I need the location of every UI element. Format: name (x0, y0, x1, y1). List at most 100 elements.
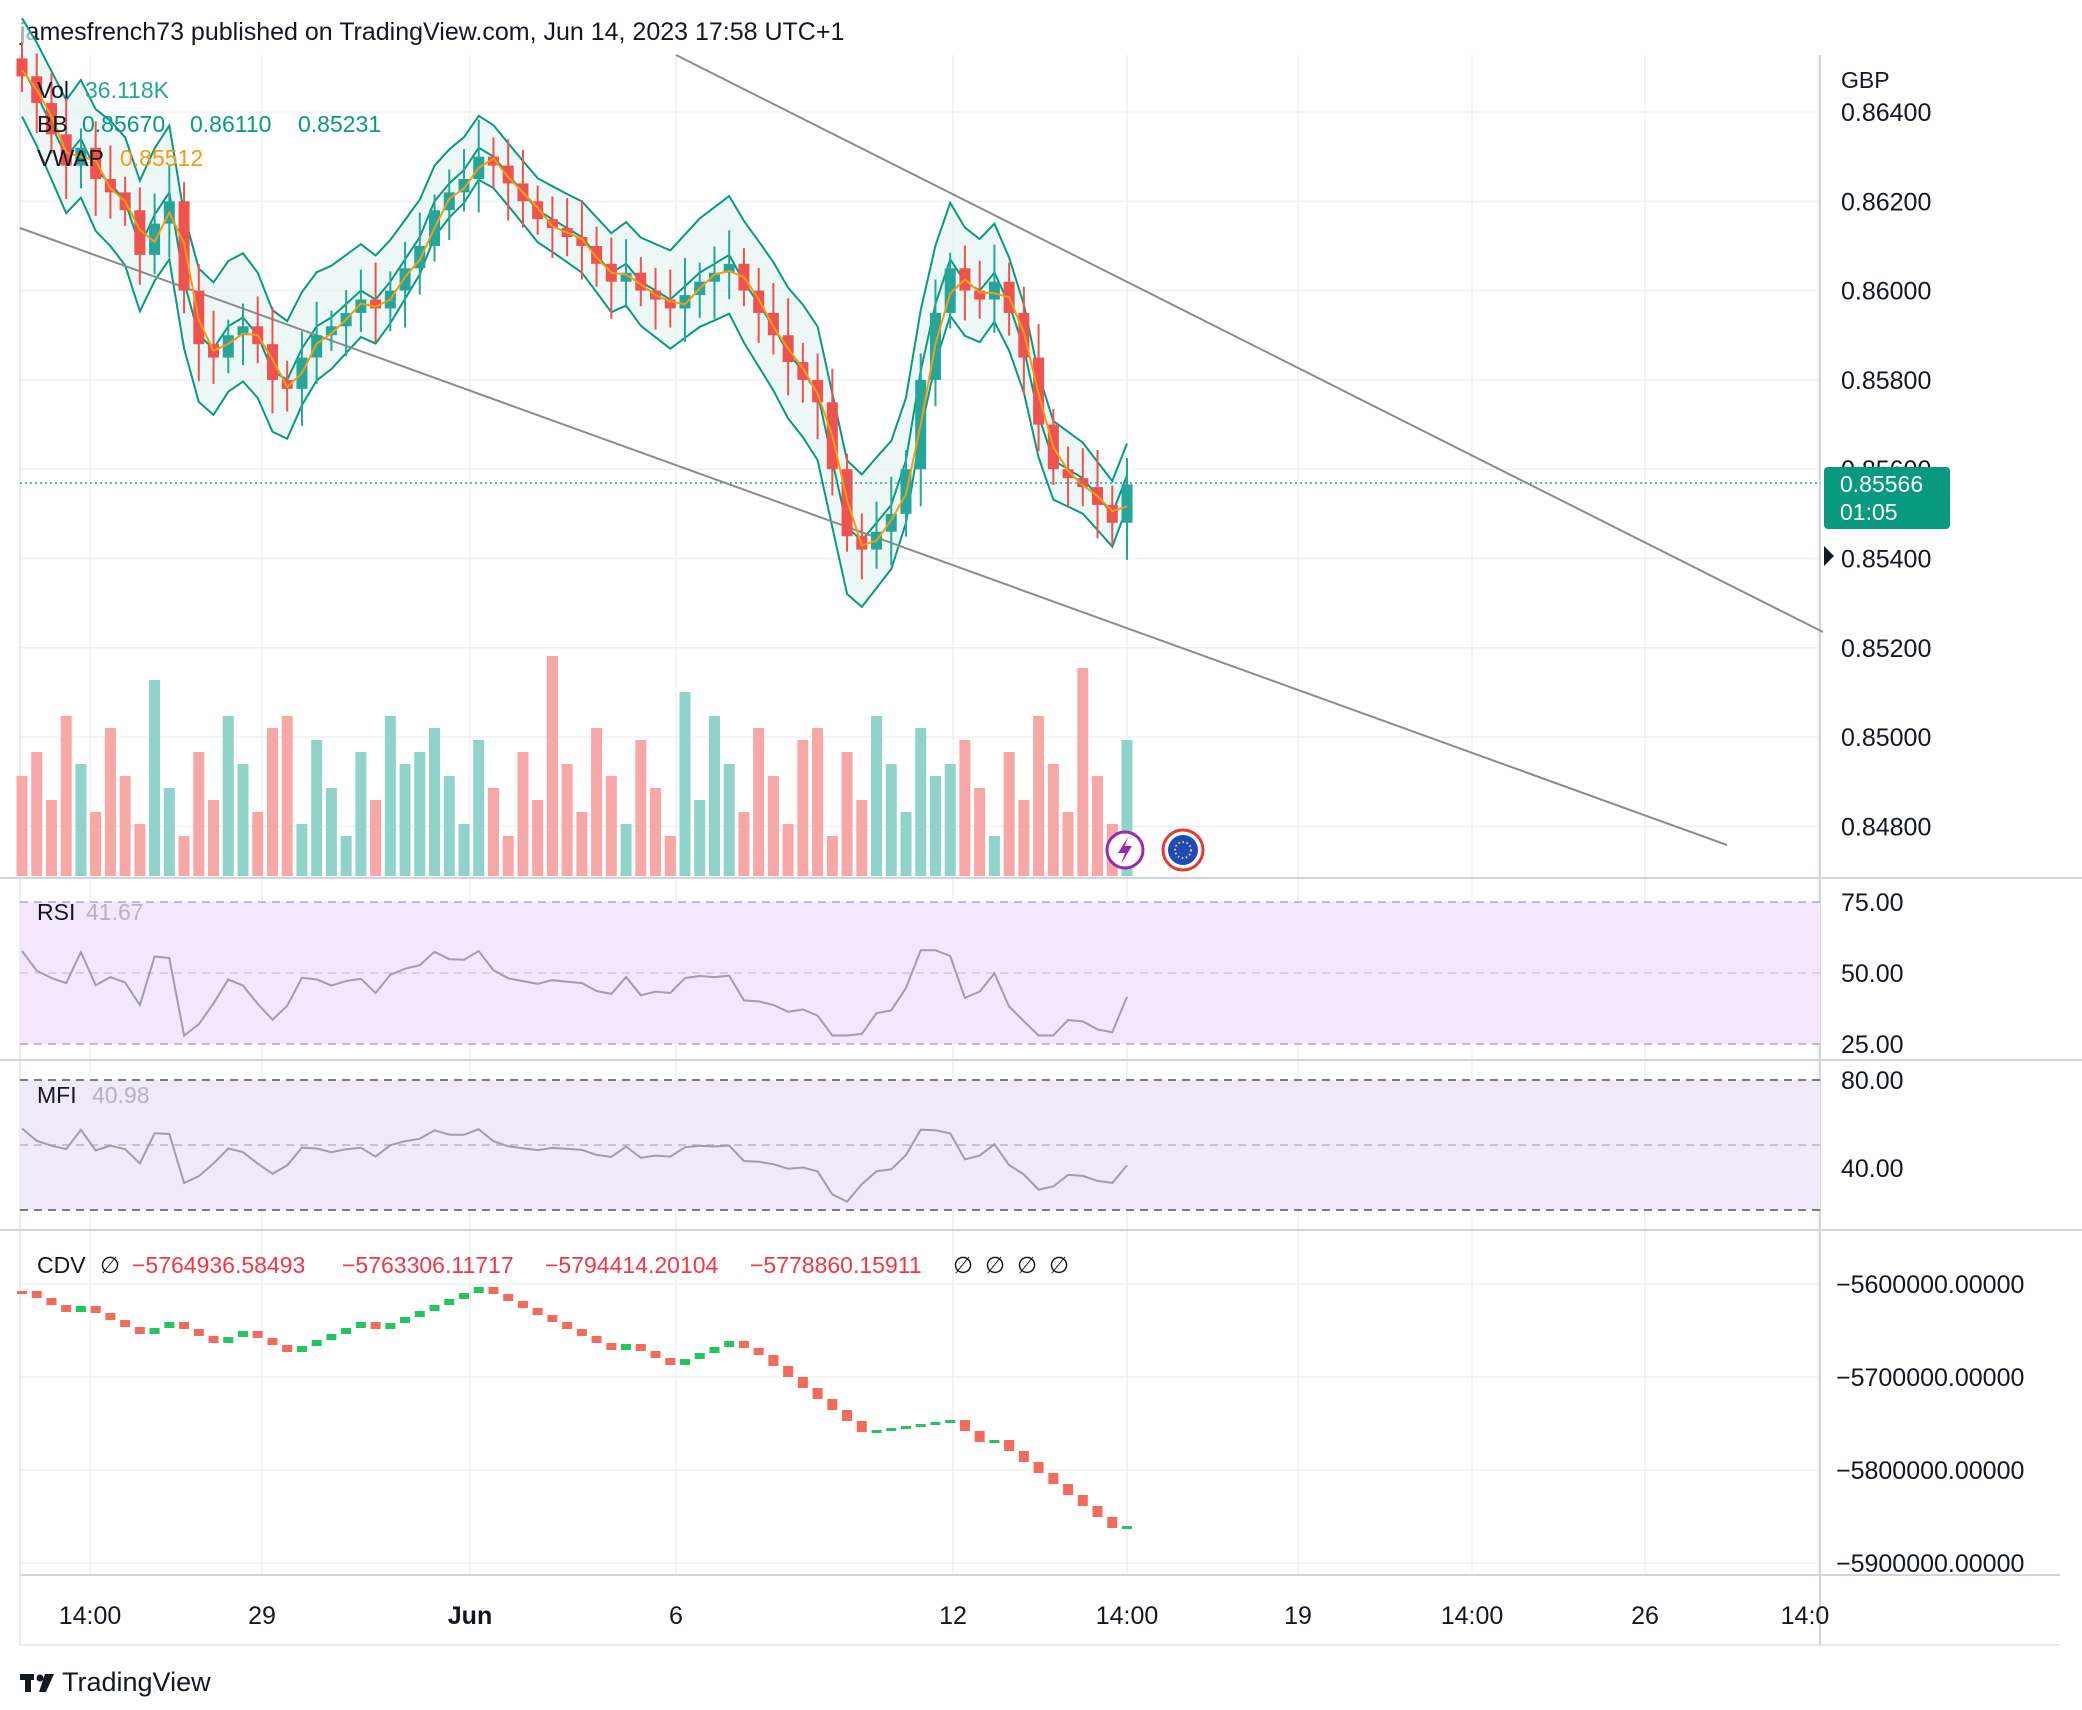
volume-bar (119, 776, 131, 876)
legend-vol[interactable]: Vol 36.118K (37, 77, 170, 103)
price-tick-label: 0.85400 (1841, 546, 1931, 574)
volume-bar (90, 812, 102, 876)
cdv-candle (1018, 1451, 1029, 1462)
time-tick-label: 26 (1631, 1602, 1659, 1630)
cdv-candle (1048, 1473, 1059, 1484)
candle-body (576, 237, 588, 246)
cdv-candle (532, 1308, 543, 1315)
legend-vwap-value: 0.85512 (120, 145, 203, 171)
candle-body (502, 165, 514, 184)
candle-body (635, 272, 647, 291)
cdv-candle (503, 1294, 514, 1301)
eu-flag-icon[interactable] (1161, 828, 1205, 872)
mfi-axis[interactable]: 80.00 40.00 (1841, 1067, 1904, 1183)
volume-bar (723, 764, 735, 876)
cdv-candle (444, 1299, 455, 1305)
cdv-candle (488, 1287, 499, 1294)
time-tick-label: 14:00 (59, 1602, 122, 1630)
volume-bar (1018, 800, 1030, 876)
volume-bar (31, 752, 43, 876)
legend-cdv-v8: ∅ (1049, 1252, 1069, 1278)
legend-bb-v2: 0.86110 (190, 111, 271, 137)
candle-body (944, 268, 956, 313)
time-tick-label: 14:00 (1441, 1602, 1504, 1630)
volume-bar (1062, 812, 1074, 876)
time-tick-label: 29 (248, 1602, 276, 1630)
candle-body (753, 290, 765, 313)
volume-bar (325, 788, 337, 876)
volume-bar (708, 716, 720, 876)
cdv-candle (1077, 1495, 1088, 1506)
legend-bb[interactable]: BB 0.85670 0.86110 0.85231 (37, 111, 381, 137)
cdv-candle (915, 1424, 926, 1427)
rsi-tick-label: 50.00 (1841, 960, 1904, 988)
currency-label: GBP (1841, 67, 1890, 93)
candle-body (237, 326, 249, 336)
last-price-value: 0.85566 (1840, 471, 1923, 497)
bollinger-upper (21, 17, 1128, 484)
cdv-candle (842, 1410, 853, 1421)
volume-bar (281, 716, 293, 876)
cdv-candle (797, 1377, 808, 1388)
legend-mfi[interactable]: MFI 40.98 (37, 1082, 150, 1108)
cdv-candle (252, 1331, 263, 1338)
cdv-candle (930, 1422, 941, 1425)
volume-bar (1047, 764, 1059, 876)
cdv-candle (149, 1328, 160, 1334)
footer-brand[interactable]: TradingView (20, 1667, 211, 1698)
candle-body (1106, 504, 1118, 523)
candle-body (414, 245, 426, 269)
price-tick-label: 0.86000 (1841, 278, 1931, 306)
cdv-candle (753, 1348, 764, 1355)
lightning-icon[interactable] (1105, 830, 1145, 870)
rsi-axis[interactable]: 75.00 50.00 25.00 (1841, 889, 1904, 1059)
volume-bar (1003, 752, 1015, 876)
cdv-candle (709, 1347, 720, 1353)
cdv-candle (606, 1343, 617, 1350)
cdv-candle (989, 1440, 1000, 1443)
time-axis[interactable]: 14:00 29 Jun 6 12 14:00 19 14:00 26 14:0 (59, 1602, 1830, 1630)
cdv-candle (75, 1306, 86, 1312)
bar-countdown: 01:05 (1840, 499, 1898, 525)
cdv-candle (17, 1291, 27, 1294)
volume-bar (782, 824, 794, 876)
candle-body (134, 210, 146, 255)
legend-cdv[interactable]: CDV ∅ −5764936.58493 −5763306.11717 −579… (37, 1252, 1069, 1278)
cdv-axis[interactable]: −5600000.00000 −5700000.00000 −5800000.000… (1836, 1271, 2024, 1578)
candle-body (149, 223, 161, 255)
bollinger-basis (21, 66, 1128, 543)
volume-bar (797, 740, 809, 876)
legend-vwap[interactable]: VWAP 0.85512 (37, 145, 203, 171)
candle-body (974, 290, 986, 300)
legend-rsi[interactable]: RSI 41.67 (37, 899, 144, 925)
cdv-candle (1063, 1484, 1074, 1495)
cdv-tick-label: −5800000.00000 (1836, 1457, 2024, 1485)
cdv-candle (783, 1366, 794, 1377)
candle-body (266, 344, 278, 380)
cdv-candle (768, 1355, 779, 1366)
volume-bar (163, 788, 175, 876)
candle-body (1121, 484, 1133, 523)
legend-vol-value: 36.118K (85, 77, 170, 103)
trendline-upper[interactable] (675, 54, 1824, 633)
cdv-candle (680, 1359, 690, 1365)
candle-body (767, 312, 779, 336)
volume-bars (16, 656, 1133, 876)
volume-bar (635, 740, 647, 876)
bollinger-fill (22, 18, 1127, 607)
volume-bar (487, 788, 499, 876)
volume-bar (620, 824, 632, 876)
volume-bar (134, 824, 146, 876)
candle-body (355, 299, 367, 313)
volume-bar (458, 824, 470, 876)
volume-bar (1077, 668, 1089, 876)
price-tick-label: 0.85200 (1841, 635, 1931, 663)
cdv-candle (547, 1315, 558, 1322)
time-tick-label: 12 (939, 1602, 967, 1630)
cdv-candle (724, 1341, 735, 1347)
candle-body (1062, 469, 1074, 479)
time-tick-label: Jun (448, 1602, 492, 1630)
cdv-candle (650, 1351, 661, 1358)
price-axis[interactable]: 0.864000.862000.860000.858000.856000.854… (1841, 99, 1931, 841)
